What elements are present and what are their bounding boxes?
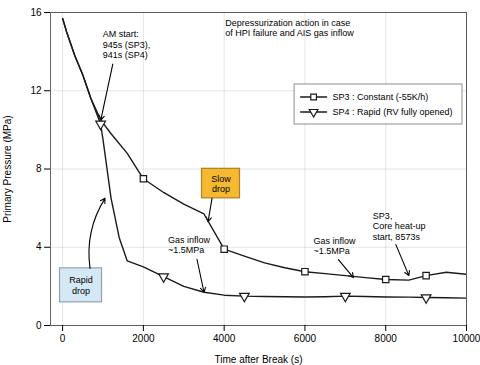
svg-text:SP3 : Constant (-55K/h): SP3 : Constant (-55K/h) [333,92,429,102]
svg-text:16: 16 [30,7,42,18]
svg-text:SP4 : Rapid (RV fully opened): SP4 : Rapid (RV fully opened) [333,107,453,117]
svg-text:SP3,Core heat-upstart, 8573s: SP3,Core heat-upstart, 8573s [373,211,426,242]
svg-text:8000: 8000 [375,333,398,344]
svg-text:Gas inflow~1.5MPa: Gas inflow~1.5MPa [313,236,356,256]
svg-text:2000: 2000 [132,333,155,344]
svg-text:0: 0 [60,333,66,344]
svg-text:Gas inflow~1.5MPa: Gas inflow~1.5MPa [168,235,211,255]
svg-text:6000: 6000 [294,333,317,344]
svg-text:10000: 10000 [453,333,480,344]
svg-text:Time after Break (s): Time after Break (s) [215,354,303,365]
svg-text:AM start:945s (SP3),941s (SP4): AM start:945s (SP3),941s (SP4) [103,29,151,60]
svg-text:4000: 4000 [213,333,236,344]
svg-text:0: 0 [36,320,42,331]
svg-text:Primary Pressure (MPa): Primary Pressure (MPa) [2,115,13,222]
svg-text:Rapiddrop: Rapiddrop [69,275,93,295]
svg-text:4: 4 [36,241,42,252]
svg-text:8: 8 [36,163,42,174]
svg-text:Depressurization action in cas: Depressurization action in caseof HPI fa… [225,18,354,38]
svg-text:Slowdrop: Slowdrop [211,174,231,194]
svg-text:12: 12 [30,85,42,96]
